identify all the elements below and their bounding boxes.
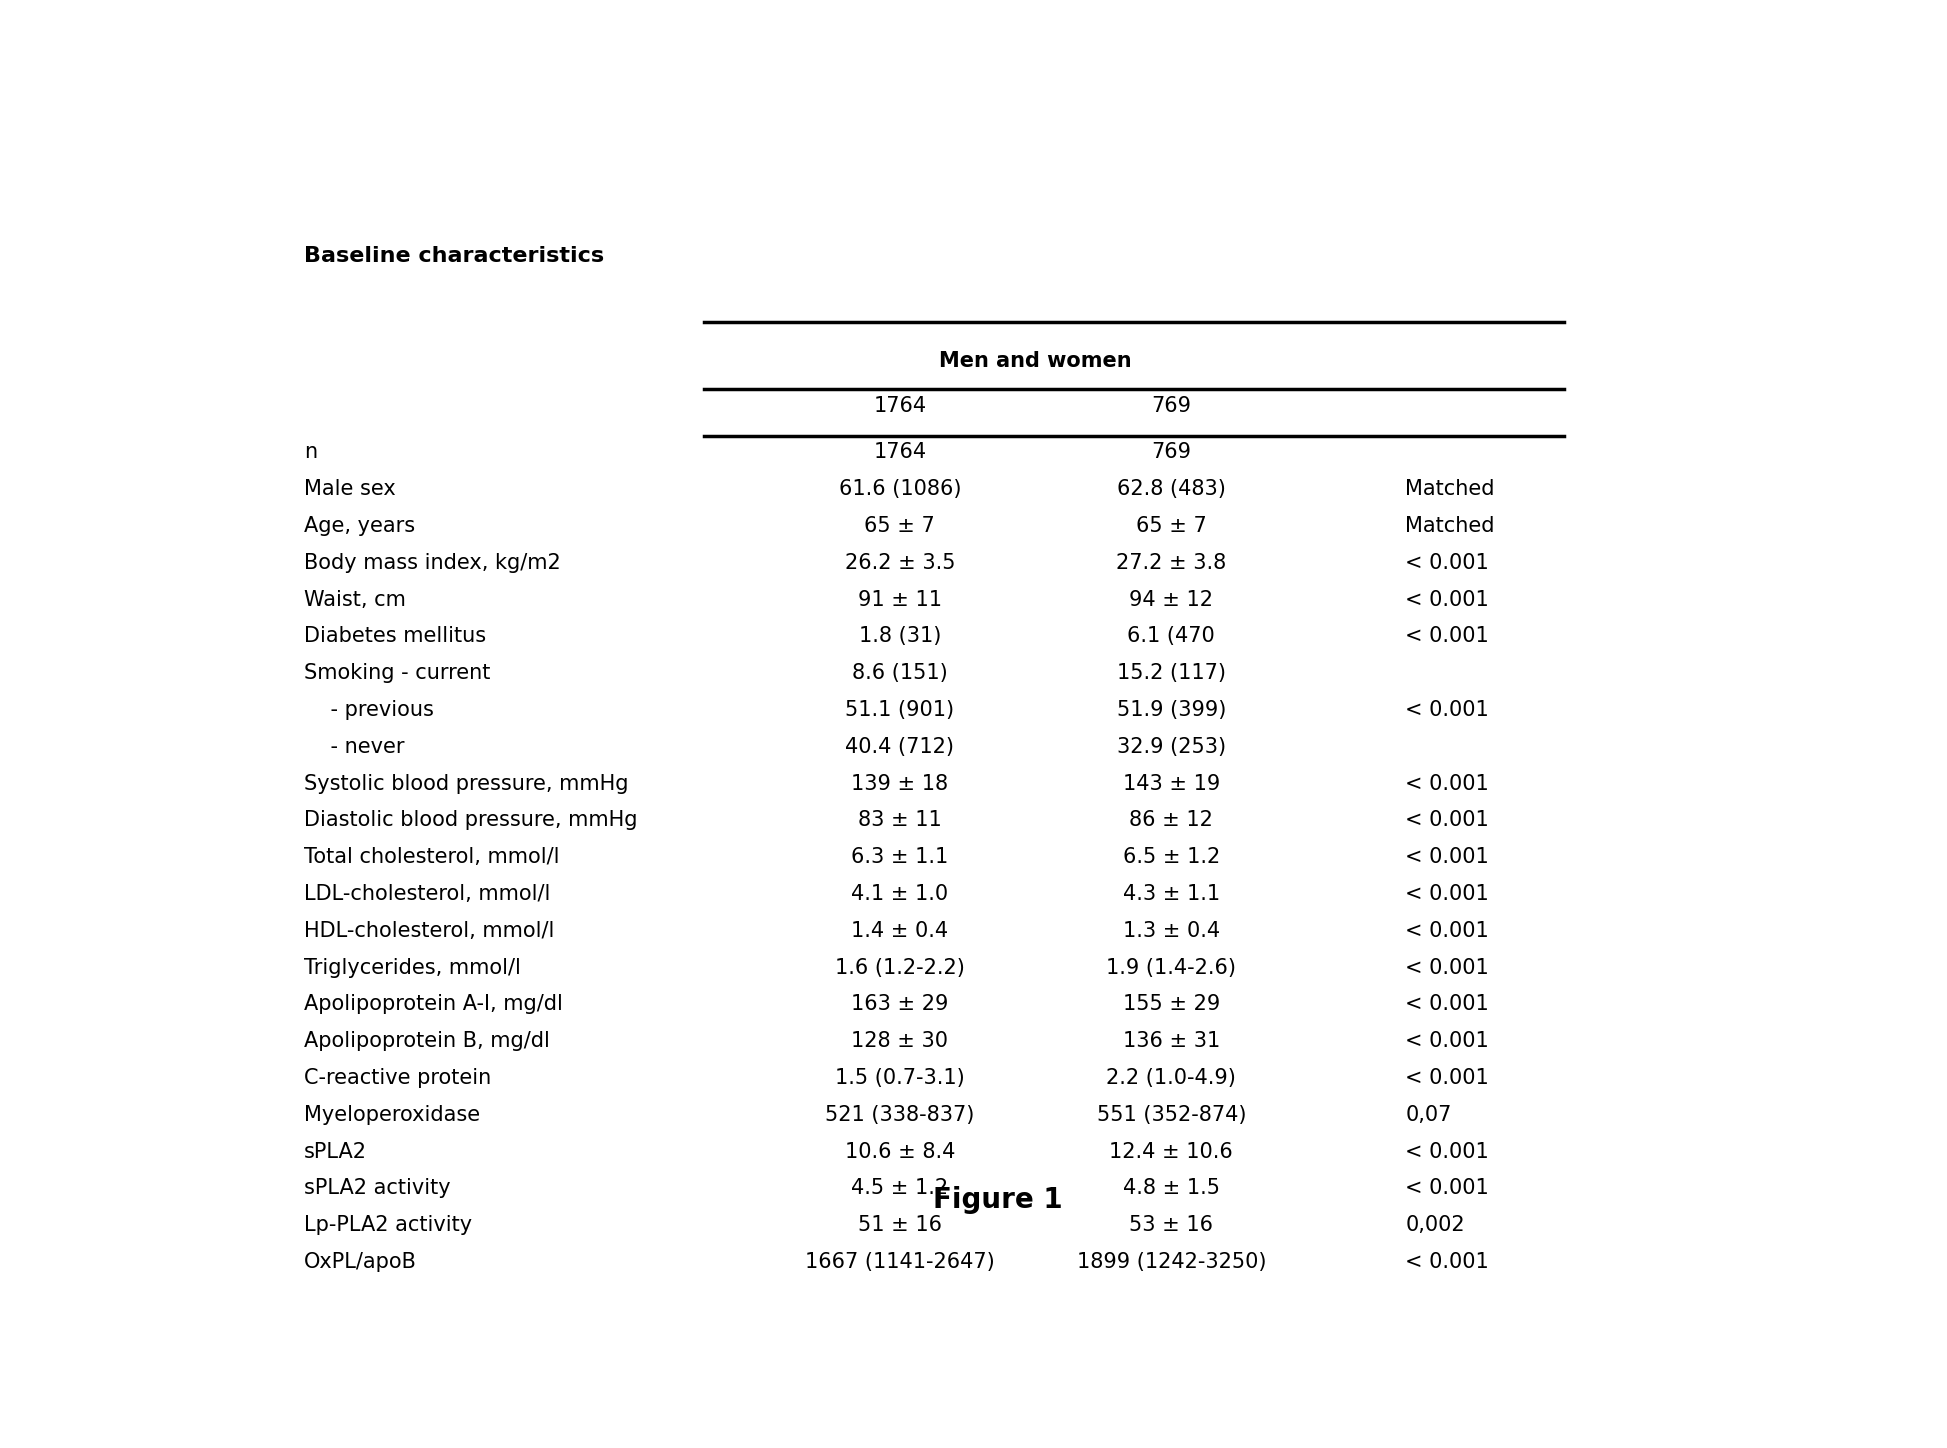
Text: < 0.001: < 0.001 <box>1406 1179 1489 1199</box>
Text: Apolipoprotein B, mg/dl: Apolipoprotein B, mg/dl <box>304 1031 549 1051</box>
Text: < 0.001: < 0.001 <box>1406 811 1489 830</box>
Text: LDL-cholesterol, mmol/l: LDL-cholesterol, mmol/l <box>304 883 551 904</box>
Text: Matched: Matched <box>1406 515 1495 536</box>
Text: 769: 769 <box>1151 395 1192 416</box>
Text: 4.3 ± 1.1: 4.3 ± 1.1 <box>1123 883 1221 904</box>
Text: 6.5 ± 1.2: 6.5 ± 1.2 <box>1123 847 1221 867</box>
Text: 1.6 (1.2-2.2): 1.6 (1.2-2.2) <box>835 957 964 977</box>
Text: 27.2 ± 3.8: 27.2 ± 3.8 <box>1116 553 1227 573</box>
Text: 163 ± 29: 163 ± 29 <box>851 995 948 1015</box>
Text: 62.8 (483): 62.8 (483) <box>1118 479 1227 500</box>
Text: < 0.001: < 0.001 <box>1406 995 1489 1015</box>
Text: 83 ± 11: 83 ± 11 <box>859 811 942 830</box>
Text: < 0.001: < 0.001 <box>1406 589 1489 610</box>
Text: < 0.001: < 0.001 <box>1406 883 1489 904</box>
Text: 128 ± 30: 128 ± 30 <box>851 1031 948 1051</box>
Text: 143 ± 19: 143 ± 19 <box>1123 773 1221 794</box>
Text: 1.3 ± 0.4: 1.3 ± 0.4 <box>1123 921 1221 941</box>
Text: < 0.001: < 0.001 <box>1406 1141 1489 1161</box>
Text: sPLA2 activity: sPLA2 activity <box>304 1179 450 1199</box>
Text: C-reactive protein: C-reactive protein <box>304 1069 491 1087</box>
Text: 155 ± 29: 155 ± 29 <box>1123 995 1221 1015</box>
Text: Myeloperoxidase: Myeloperoxidase <box>304 1105 479 1125</box>
Text: 1899 (1242-3250): 1899 (1242-3250) <box>1077 1253 1266 1271</box>
Text: 1.5 (0.7-3.1): 1.5 (0.7-3.1) <box>835 1069 964 1087</box>
Text: Male sex: Male sex <box>304 479 395 500</box>
Text: Diabetes mellitus: Diabetes mellitus <box>304 627 487 646</box>
Text: 1667 (1141-2647): 1667 (1141-2647) <box>804 1253 995 1271</box>
Text: - never: - never <box>304 737 405 757</box>
Text: 1.9 (1.4-2.6): 1.9 (1.4-2.6) <box>1106 957 1236 977</box>
Text: Men and women: Men and women <box>938 350 1131 371</box>
Text: 15.2 (117): 15.2 (117) <box>1118 663 1227 683</box>
Text: 4.1 ± 1.0: 4.1 ± 1.0 <box>851 883 948 904</box>
Text: 551 (352-874): 551 (352-874) <box>1096 1105 1246 1125</box>
Text: Apolipoprotein A-I, mg/dl: Apolipoprotein A-I, mg/dl <box>304 995 563 1015</box>
Text: 1.4 ± 0.4: 1.4 ± 0.4 <box>851 921 948 941</box>
Text: 12.4 ± 10.6: 12.4 ± 10.6 <box>1110 1141 1232 1161</box>
Text: 0,002: 0,002 <box>1406 1215 1464 1235</box>
Text: 51.1 (901): 51.1 (901) <box>845 699 954 720</box>
Text: 94 ± 12: 94 ± 12 <box>1129 589 1213 610</box>
Text: 91 ± 11: 91 ± 11 <box>859 589 942 610</box>
Text: < 0.001: < 0.001 <box>1406 1253 1489 1271</box>
Text: HDL-cholesterol, mmol/l: HDL-cholesterol, mmol/l <box>304 921 555 941</box>
Text: 1764: 1764 <box>872 395 927 416</box>
Text: 53 ± 16: 53 ± 16 <box>1129 1215 1213 1235</box>
Text: 86 ± 12: 86 ± 12 <box>1129 811 1213 830</box>
Text: 769: 769 <box>1151 443 1192 462</box>
Text: 51 ± 16: 51 ± 16 <box>859 1215 942 1235</box>
Text: 61.6 (1086): 61.6 (1086) <box>839 479 962 500</box>
Text: 40.4 (712): 40.4 (712) <box>845 737 954 757</box>
Text: Smoking - current: Smoking - current <box>304 663 491 683</box>
Text: OxPL/apoB: OxPL/apoB <box>304 1253 417 1271</box>
Text: 6.1 (470: 6.1 (470 <box>1127 627 1215 646</box>
Text: 65 ± 7: 65 ± 7 <box>864 515 935 536</box>
Text: - previous: - previous <box>304 699 434 720</box>
Text: 32.9 (253): 32.9 (253) <box>1118 737 1227 757</box>
Text: < 0.001: < 0.001 <box>1406 699 1489 720</box>
Text: < 0.001: < 0.001 <box>1406 921 1489 941</box>
Text: 0,07: 0,07 <box>1406 1105 1452 1125</box>
Text: Waist, cm: Waist, cm <box>304 589 405 610</box>
Text: 6.3 ± 1.1: 6.3 ± 1.1 <box>851 847 948 867</box>
Text: 26.2 ± 3.5: 26.2 ± 3.5 <box>845 553 956 573</box>
Text: Total cholesterol, mmol/l: Total cholesterol, mmol/l <box>304 847 559 867</box>
Text: 51.9 (399): 51.9 (399) <box>1118 699 1227 720</box>
Text: 65 ± 7: 65 ± 7 <box>1135 515 1207 536</box>
Text: < 0.001: < 0.001 <box>1406 553 1489 573</box>
Text: < 0.001: < 0.001 <box>1406 1069 1489 1087</box>
Text: 1.8 (31): 1.8 (31) <box>859 627 940 646</box>
Text: 1764: 1764 <box>872 443 927 462</box>
Text: < 0.001: < 0.001 <box>1406 773 1489 794</box>
Text: n: n <box>304 443 317 462</box>
Text: Figure 1: Figure 1 <box>933 1186 1063 1213</box>
Text: Systolic blood pressure, mmHg: Systolic blood pressure, mmHg <box>304 773 629 794</box>
Text: 4.5 ± 1.2: 4.5 ± 1.2 <box>851 1179 948 1199</box>
Text: < 0.001: < 0.001 <box>1406 627 1489 646</box>
Text: 10.6 ± 8.4: 10.6 ± 8.4 <box>845 1141 954 1161</box>
Text: Age, years: Age, years <box>304 515 415 536</box>
Text: Body mass index, kg/m2: Body mass index, kg/m2 <box>304 553 561 573</box>
Text: Triglycerides, mmol/l: Triglycerides, mmol/l <box>304 957 520 977</box>
Text: 136 ± 31: 136 ± 31 <box>1123 1031 1221 1051</box>
Text: < 0.001: < 0.001 <box>1406 957 1489 977</box>
Text: < 0.001: < 0.001 <box>1406 847 1489 867</box>
Text: 521 (338-837): 521 (338-837) <box>826 1105 974 1125</box>
Text: 2.2 (1.0-4.9): 2.2 (1.0-4.9) <box>1106 1069 1236 1087</box>
Text: 8.6 (151): 8.6 (151) <box>853 663 948 683</box>
Text: 139 ± 18: 139 ± 18 <box>851 773 948 794</box>
Text: Baseline characteristics: Baseline characteristics <box>304 246 604 266</box>
Text: Diastolic blood pressure, mmHg: Diastolic blood pressure, mmHg <box>304 811 637 830</box>
Text: < 0.001: < 0.001 <box>1406 1031 1489 1051</box>
Text: Matched: Matched <box>1406 479 1495 500</box>
Text: sPLA2: sPLA2 <box>304 1141 366 1161</box>
Text: 4.8 ± 1.5: 4.8 ± 1.5 <box>1123 1179 1221 1199</box>
Text: Lp-PLA2 activity: Lp-PLA2 activity <box>304 1215 471 1235</box>
